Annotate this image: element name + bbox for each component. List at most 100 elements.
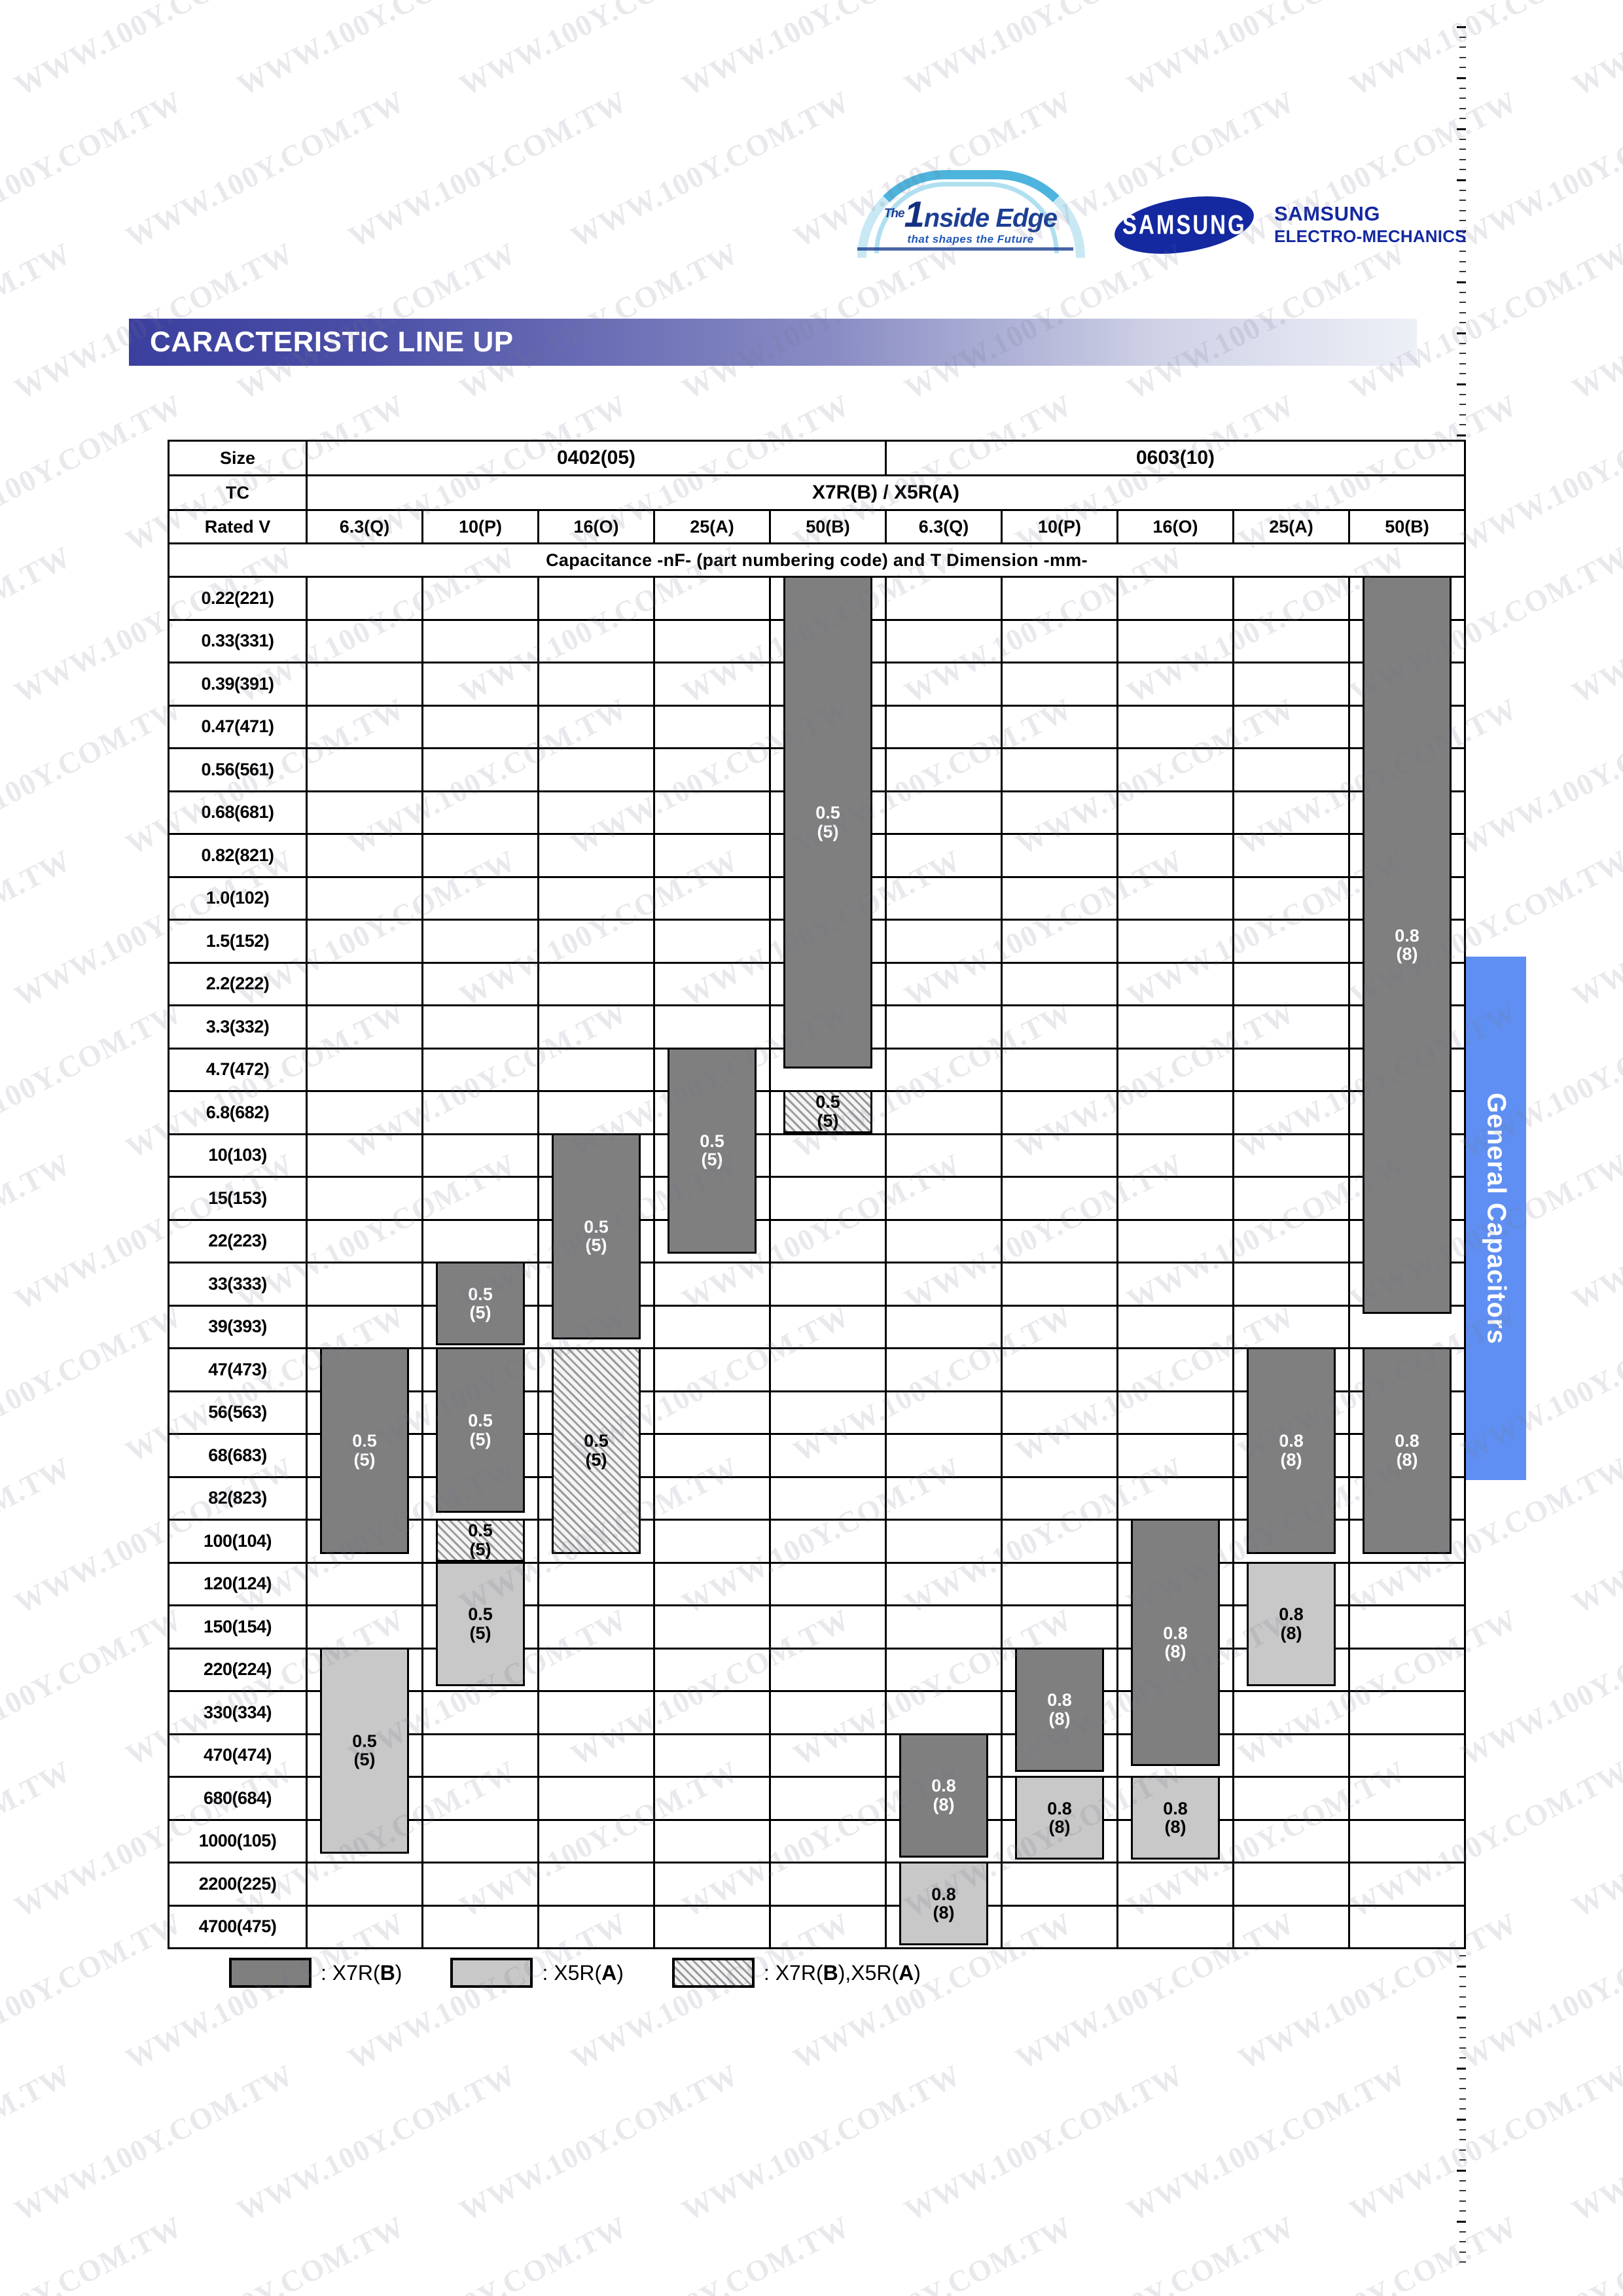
- ruler-tick: [1459, 424, 1466, 426]
- cell-r6-c7: [1001, 790, 1118, 835]
- cell-r4-c3: [537, 704, 655, 749]
- table-row: 4700(475): [168, 1904, 1466, 1949]
- cell-r1-c10: 0.8 (8): [1348, 576, 1466, 1314]
- watermark-text: WWW.100Y.COM.TW: [1455, 692, 1623, 861]
- cell-r30-c5: [769, 1818, 887, 1863]
- ruler-tick: [1459, 2128, 1466, 2130]
- ruler-tick: [1459, 302, 1466, 304]
- t-code: (5): [817, 821, 839, 841]
- row-header-rated-v: Rated V: [168, 509, 308, 544]
- voltage-header-5: 50(B): [769, 509, 887, 544]
- cell-r20-c7: [1001, 1390, 1118, 1435]
- cell-r21-c6: [885, 1433, 1003, 1478]
- cell-r32-c1: [306, 1904, 423, 1949]
- cell-r30-c2: [421, 1818, 539, 1863]
- cell-r12-c9: [1232, 1047, 1350, 1092]
- capacitance-label: 4.7(472): [168, 1047, 308, 1092]
- t-code: (8): [1396, 944, 1418, 964]
- tc-value: X7R(B) / X5R(A): [306, 474, 1466, 511]
- cell-r14-c5: [769, 1133, 887, 1178]
- ruler-tick: [1459, 169, 1466, 171]
- watermark-text: WWW.100Y.COM.TW: [1122, 2058, 1412, 2227]
- capacitance-label: 100(104): [168, 1519, 308, 1564]
- cell-r7-c8: [1116, 833, 1234, 878]
- bar-63Q-1: 0.8 (8): [899, 1733, 988, 1858]
- ruler-tick: [1459, 2190, 1466, 2192]
- cell-r5-c4: [653, 747, 771, 792]
- cell-r31-c9: [1232, 1862, 1350, 1907]
- bar-value: 0.8 (8): [1279, 1432, 1304, 1469]
- cell-r19-c5: [769, 1347, 887, 1392]
- page-title-bar: CARACTERISTIC LINE UP: [129, 319, 1417, 366]
- cell-r11-c4: [653, 1004, 771, 1050]
- cell-r5-c8: [1116, 747, 1234, 792]
- capacitance-label: 39(393): [168, 1304, 308, 1349]
- cell-r19-c3: 0.5 (5): [537, 1347, 655, 1554]
- cell-r24-c4: [653, 1561, 771, 1606]
- cell-r8-c1: [306, 875, 423, 921]
- ruler-tick: [1459, 36, 1466, 38]
- cell-r2-c3: [537, 618, 655, 663]
- bar-value: 0.8 (8): [931, 1776, 956, 1814]
- bar-63Q-2: 0.5 (5): [320, 1647, 409, 1854]
- t-dimension: 0.5: [468, 1284, 493, 1304]
- ruler-tick: [1459, 97, 1466, 99]
- watermark-text: WWW.100Y.COM.TW: [454, 2058, 744, 2227]
- cell-r19-c1: 0.5 (5): [306, 1347, 423, 1554]
- cell-r17-c4: [653, 1262, 771, 1307]
- cell-r24-c6: [885, 1561, 1003, 1606]
- ruler-tick: [1459, 209, 1466, 211]
- bar-25A-1: 0.5 (5): [668, 1047, 757, 1254]
- bar-10P-3: 0.5 (5): [436, 1519, 525, 1562]
- table-caption: Capacitance -nF- (part numbering code) a…: [168, 542, 1466, 578]
- cell-r24-c2: 0.5 (5): [421, 1561, 539, 1686]
- capacitance-label: 0.82(821): [168, 833, 308, 878]
- cell-r12-c3: [537, 1047, 655, 1092]
- t-dimension: 0.5: [468, 1604, 493, 1625]
- ruler-tick: [1459, 46, 1466, 48]
- watermark-text: WWW.100Y.COM.TW: [454, 0, 744, 102]
- cell-r22-c7: [1001, 1475, 1118, 1521]
- bar-value: 0.5 (5): [584, 1432, 609, 1469]
- watermark-text: WWW.100Y.COM.TW: [0, 236, 77, 406]
- t-dimension: 0.8: [1279, 1604, 1304, 1625]
- t-dimension: 0.5: [815, 803, 840, 823]
- cell-r32-c7: [1001, 1904, 1118, 1949]
- watermark-text: WWW.100Y.COM.TW: [232, 2058, 522, 2227]
- watermark-text: WWW.100Y.COM.TW: [565, 2210, 855, 2296]
- ruler-tick: [1459, 2231, 1466, 2233]
- cell-r1-c7: [1001, 576, 1118, 621]
- ruler-tick: [1457, 128, 1466, 130]
- cell-r12-c8: [1116, 1047, 1234, 1092]
- cell-r4-c7: [1001, 704, 1118, 749]
- bar-value: 0.5 (5): [700, 1132, 724, 1169]
- cell-r29-c8: 0.8 (8): [1116, 1776, 1234, 1860]
- ruler-tick: [1459, 2241, 1466, 2243]
- cell-r31-c8: [1116, 1862, 1234, 1907]
- capacitance-label: 6.8(682): [168, 1090, 308, 1135]
- cell-r5-c7: [1001, 747, 1118, 792]
- inside-edge-the: The: [883, 207, 905, 221]
- cell-r21-c5: [769, 1433, 887, 1478]
- ruler-tick: [1457, 26, 1466, 28]
- cell-r1-c6: [885, 576, 1003, 621]
- cell-r23-c7: [1001, 1519, 1118, 1564]
- capacitance-label: 0.39(391): [168, 662, 308, 707]
- cell-r19-c4: [653, 1347, 771, 1392]
- watermark-text: WWW.100Y.COM.TW: [0, 388, 188, 557]
- capacitance-label: 0.56(561): [168, 747, 308, 792]
- cell-r2-c2: [421, 618, 539, 663]
- legend: : X7R(B): X5R(A): X7R(B),X5R(A): [229, 1958, 969, 1988]
- bar-value: 0.5 (5): [468, 1284, 493, 1322]
- cell-r12-c2: [421, 1047, 539, 1092]
- bar-10P-4: 0.5 (5): [436, 1561, 525, 1686]
- ruler-tick: [1459, 260, 1466, 262]
- bar-value: 0.5 (5): [468, 1521, 493, 1559]
- cell-r30-c4: [653, 1818, 771, 1863]
- cell-r1-c4: [653, 576, 771, 621]
- cell-r11-c1: [306, 1004, 423, 1050]
- cell-r31-c5: [769, 1862, 887, 1907]
- cell-r28-c10: [1348, 1733, 1466, 1778]
- t-code: (5): [353, 1449, 376, 1470]
- cell-r11-c9: [1232, 1004, 1350, 1050]
